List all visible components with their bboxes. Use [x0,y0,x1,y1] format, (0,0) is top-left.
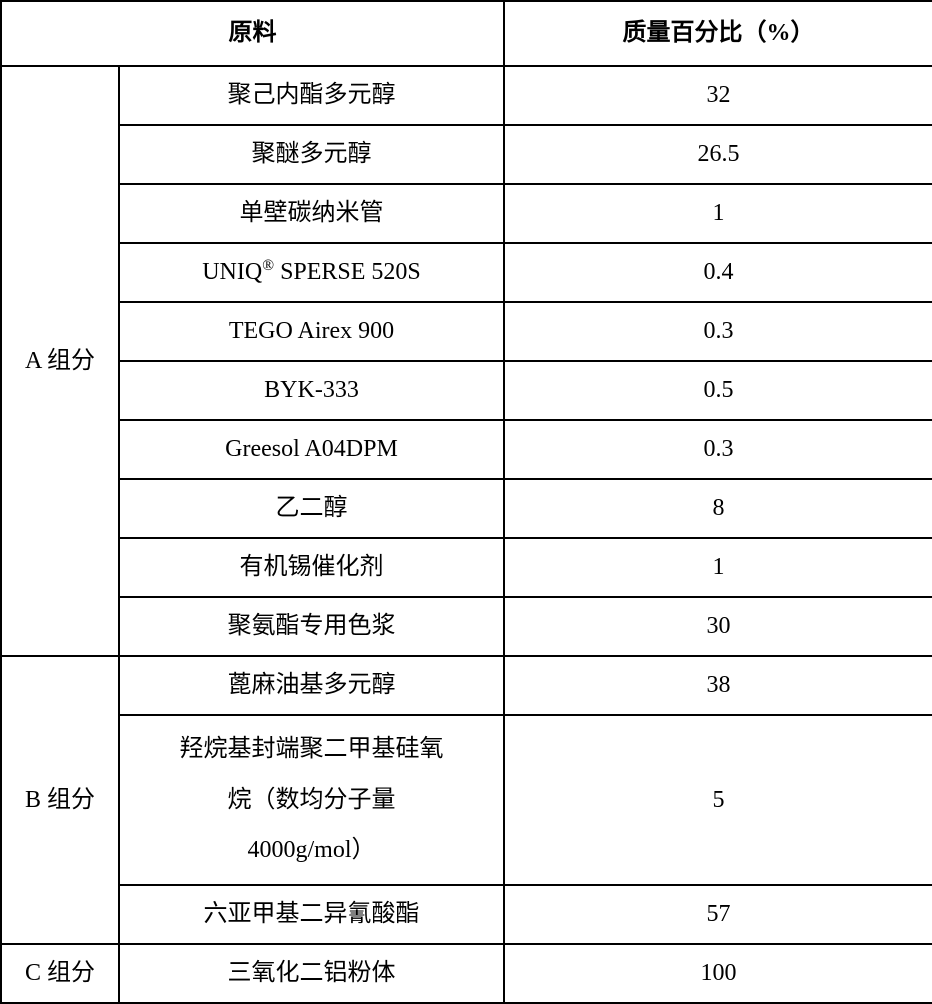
material-cell: 蓖麻油基多元醇 [119,656,504,715]
group-a-label: A 组分 [1,66,119,656]
percent-cell: 5 [504,715,932,885]
table-row: 聚醚多元醇 26.5 [1,125,932,184]
composition-table: 原料 质量百分比（%） A 组分 聚己内酯多元醇 32 聚醚多元醇 26.5 单… [0,0,932,1004]
percent-cell: 0.5 [504,361,932,420]
table-row: UNIQ® SPERSE 520S 0.4 [1,243,932,302]
percent-cell: 0.3 [504,302,932,361]
group-c-label: C 组分 [1,944,119,1003]
material-cell: 聚氨酯专用色浆 [119,597,504,656]
percent-cell: 30 [504,597,932,656]
material-cell: 乙二醇 [119,479,504,538]
percent-cell: 26.5 [504,125,932,184]
group-b-label: B 组分 [1,656,119,944]
material-cell: Greesol A04DPM [119,420,504,479]
material-cell: TEGO Airex 900 [119,302,504,361]
table-row: 乙二醇 8 [1,479,932,538]
percent-cell: 57 [504,885,932,944]
table-row: TEGO Airex 900 0.3 [1,302,932,361]
table-row: 有机锡催化剂 1 [1,538,932,597]
material-cell: 羟烷基封端聚二甲基硅氧 烷（数均分子量 4000g/mol） [119,715,504,885]
table-row: B 组分 蓖麻油基多元醇 38 [1,656,932,715]
table-row: Greesol A04DPM 0.3 [1,420,932,479]
table-row: 六亚甲基二异氰酸酯 57 [1,885,932,944]
material-cell: 聚醚多元醇 [119,125,504,184]
table-row: 单壁碳纳米管 1 [1,184,932,243]
percent-cell: 1 [504,184,932,243]
material-cell: 有机锡催化剂 [119,538,504,597]
material-text-post: SPERSE 520S [274,259,421,285]
material-text-pre: UNIQ [202,259,262,285]
percent-cell: 8 [504,479,932,538]
header-material: 原料 [1,1,504,66]
registered-mark: ® [262,257,274,274]
table-row: C 组分 三氧化二铝粉体 100 [1,944,932,1003]
table-row: BYK-333 0.5 [1,361,932,420]
table-row: A 组分 聚己内酯多元醇 32 [1,66,932,125]
material-cell: 三氧化二铝粉体 [119,944,504,1003]
percent-cell: 0.3 [504,420,932,479]
header-percent: 质量百分比（%） [504,1,932,66]
percent-cell: 32 [504,66,932,125]
material-cell: BYK-333 [119,361,504,420]
percent-cell: 0.4 [504,243,932,302]
material-cell: 六亚甲基二异氰酸酯 [119,885,504,944]
material-cell: 单壁碳纳米管 [119,184,504,243]
table-container: 原料 质量百分比（%） A 组分 聚己内酯多元醇 32 聚醚多元醇 26.5 单… [0,0,932,1004]
table-header-row: 原料 质量百分比（%） [1,1,932,66]
table-row: 羟烷基封端聚二甲基硅氧 烷（数均分子量 4000g/mol） 5 [1,715,932,885]
material-cell: UNIQ® SPERSE 520S [119,243,504,302]
percent-cell: 100 [504,944,932,1003]
percent-cell: 1 [504,538,932,597]
table-row: 聚氨酯专用色浆 30 [1,597,932,656]
percent-cell: 38 [504,656,932,715]
material-cell: 聚己内酯多元醇 [119,66,504,125]
